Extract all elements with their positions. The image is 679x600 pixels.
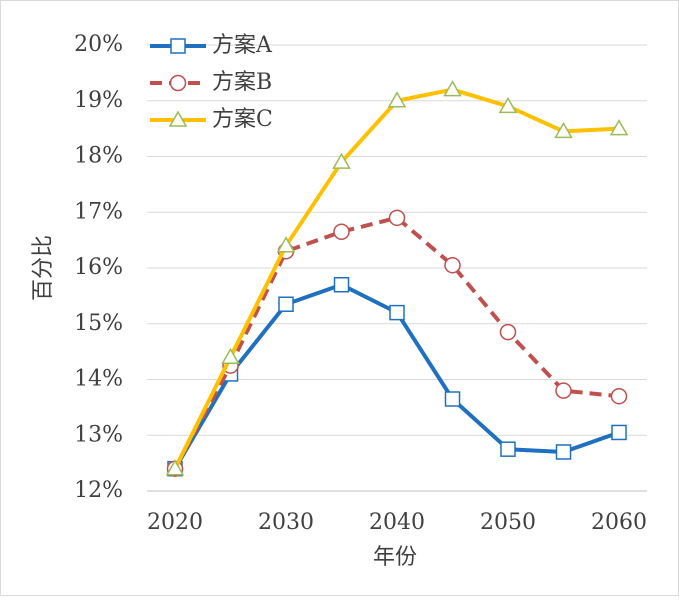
y-tick-label: 18% [74, 144, 123, 169]
y-tick-label: 19% [74, 88, 123, 113]
x-tick-label: 2020 [147, 510, 203, 535]
data-point [276, 236, 296, 253]
data-point [443, 80, 462, 97]
data-point [610, 387, 628, 405]
data-point [388, 209, 406, 227]
data-point [332, 152, 351, 169]
data-point [609, 119, 629, 136]
data-point [221, 347, 240, 364]
data-point [500, 441, 516, 457]
data-point [498, 96, 518, 114]
y-tick-label: 20% [74, 32, 123, 57]
legend-marker [169, 74, 187, 92]
x-tick-label: 2050 [480, 510, 536, 535]
data-point [499, 323, 517, 341]
data-point [611, 424, 627, 441]
y-tick-label: 14% [74, 367, 123, 392]
data-point [333, 276, 350, 293]
legend-label: 方案C [212, 107, 273, 132]
legend-marker [168, 110, 188, 127]
y-tick-label: 13% [74, 422, 123, 447]
x-tick-label: 2040 [369, 510, 425, 535]
y-tick-label: 12% [74, 478, 123, 503]
data-point [278, 296, 294, 312]
data-point [165, 459, 185, 476]
data-point [387, 91, 407, 108]
data-point [555, 444, 572, 460]
legend-marker [170, 38, 186, 54]
y-axis-label: 百分比 [31, 235, 56, 301]
data-point [333, 223, 350, 241]
x-axis-label: 年份 [373, 545, 417, 570]
legend-label: 方案A [212, 33, 273, 58]
y-tick-label: 16% [74, 255, 123, 280]
data-point [444, 391, 461, 407]
data-point [554, 121, 573, 139]
series-line [173, 215, 620, 470]
x-tick-label: 2060 [591, 510, 647, 535]
y-tick-label: 15% [74, 311, 123, 336]
data-point [389, 304, 405, 321]
data-point [555, 382, 572, 399]
x-tick-label: 2030 [258, 510, 314, 535]
y-tick-label: 17% [74, 199, 123, 224]
legend-label: 方案B [212, 70, 272, 95]
data-point [444, 256, 461, 274]
